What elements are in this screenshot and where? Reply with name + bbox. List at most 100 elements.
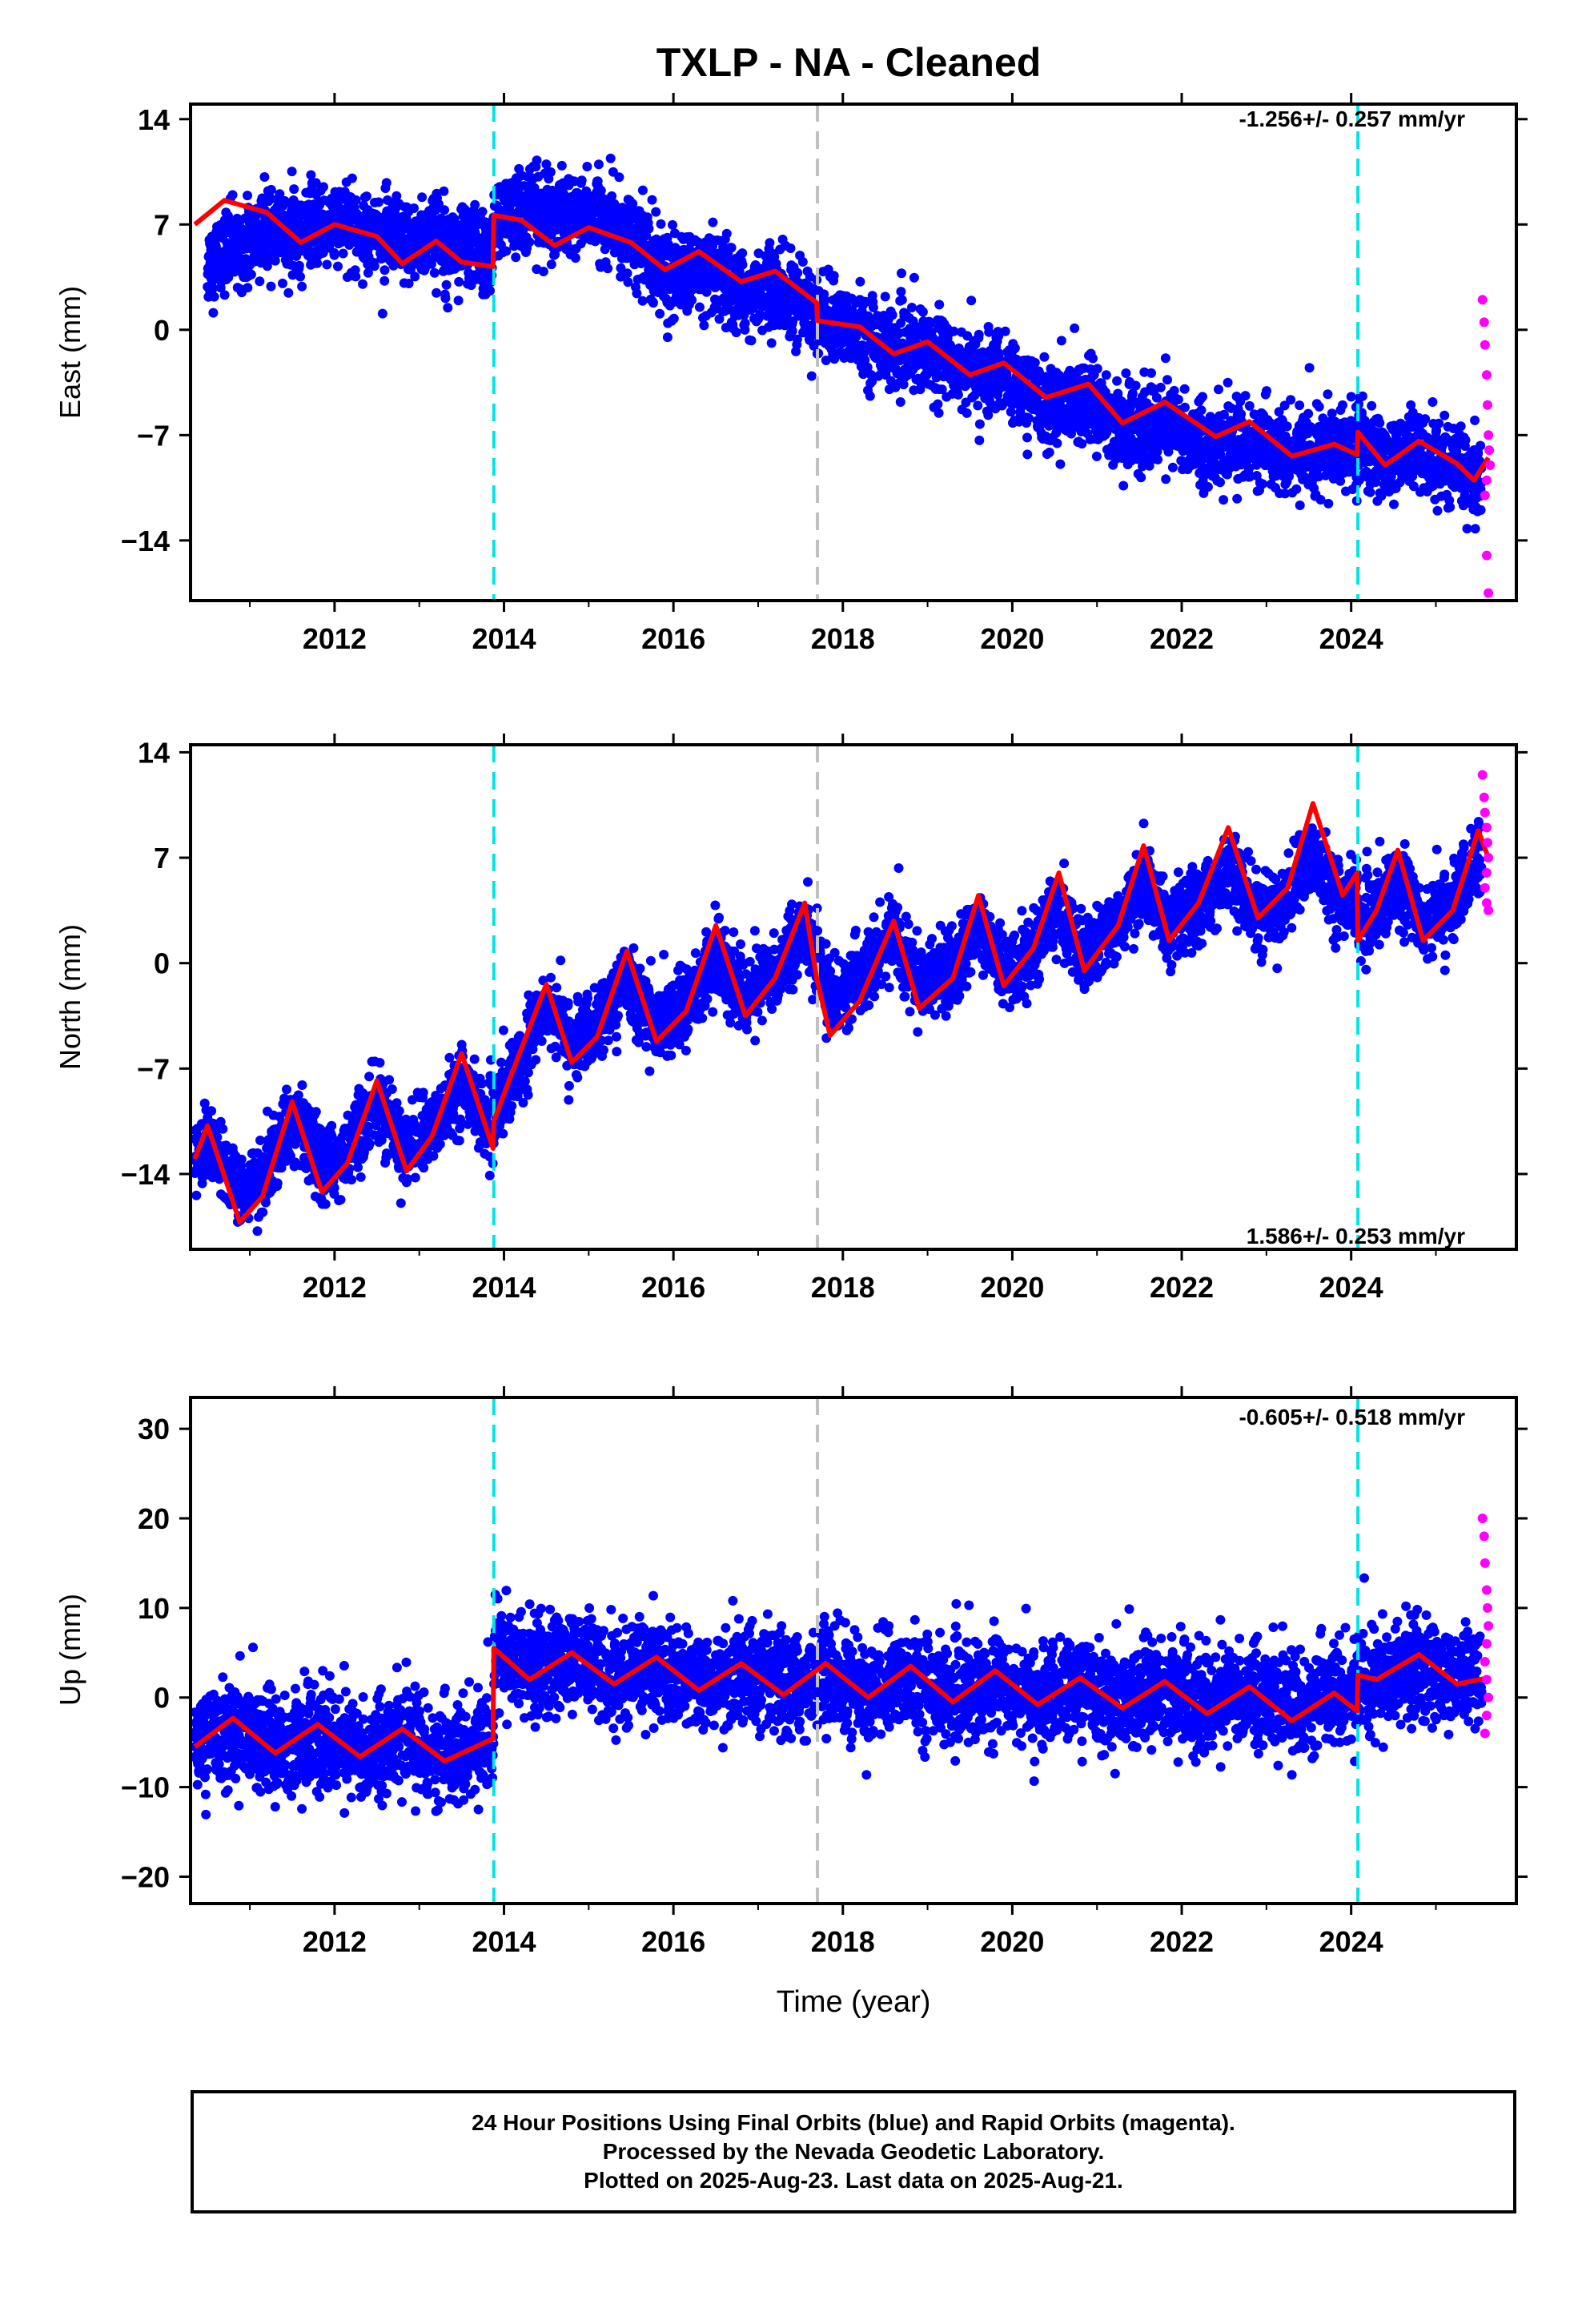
east-final-orbit-point [897, 295, 907, 305]
east-final-orbit-point [311, 178, 321, 188]
east-final-orbit-point [1173, 394, 1183, 404]
east-final-orbit-point [440, 293, 451, 304]
east-final-orbit-point [647, 195, 657, 205]
east-final-orbit-point [377, 308, 387, 319]
east-final-orbit-point [721, 228, 732, 239]
east-final-orbit-point [1365, 487, 1375, 497]
east-final-orbit-point [1152, 446, 1162, 456]
east-final-orbit-point [556, 160, 567, 171]
east-ylabel: East (mm) [54, 286, 86, 419]
east-final-orbit-point [669, 313, 679, 324]
east-rate-label: -1.256+/- 0.257 mm/yr [1239, 107, 1465, 131]
east-final-orbit-point [806, 371, 817, 381]
east-final-orbit-point [962, 408, 972, 418]
east-final-orbit-point [524, 237, 535, 247]
east-final-orbit-point [1375, 418, 1385, 428]
east-final-orbit-point [1112, 376, 1122, 386]
east-final-orbit-point [208, 308, 219, 318]
east-final-orbit-point [1052, 438, 1062, 448]
east-final-orbit-point [1291, 484, 1302, 494]
east-final-orbit-point [793, 267, 803, 278]
east-final-orbit-point [439, 186, 449, 196]
east-final-orbit-point [532, 155, 542, 166]
east-rapid-orbit-point [1480, 490, 1490, 501]
east-final-orbit-point [409, 203, 419, 213]
east-final-orbit-point [933, 399, 943, 409]
east-x-tick-label: 2014 [472, 622, 536, 655]
east-y-tick-label: 0 [154, 314, 170, 347]
east-final-orbit-point [934, 408, 944, 418]
east-final-orbit-point [622, 268, 632, 279]
east-final-orbit-point [417, 192, 428, 203]
east-y-tick-label: 7 [154, 208, 170, 241]
east-rapid-orbit-point [1482, 475, 1492, 485]
east-final-orbit-point [880, 292, 890, 302]
east-final-orbit-point [1284, 471, 1295, 481]
east-final-orbit-point [1470, 524, 1480, 534]
east-final-orbit-point [255, 276, 265, 287]
east-final-orbit-point [391, 191, 402, 201]
east-final-orbit-point [668, 219, 677, 230]
east-final-orbit-point [347, 173, 357, 183]
east-final-orbit-point [896, 287, 906, 297]
east-final-orbit-point [1044, 447, 1054, 457]
east-final-orbit-point [477, 207, 488, 217]
east-final-orbit-point [1146, 368, 1156, 378]
east-final-orbit-point [868, 303, 878, 312]
east-final-orbit-point [655, 308, 665, 319]
east-final-orbit-point [207, 283, 218, 294]
east-final-orbit-point [369, 261, 379, 271]
east-final-orbit-point [436, 213, 446, 223]
east-final-orbit-point [259, 172, 270, 182]
east-final-orbit-point [441, 279, 452, 290]
east-final-orbit-point [1303, 408, 1314, 419]
east-final-orbit-point [1024, 413, 1034, 424]
east-final-orbit-point [1092, 364, 1102, 374]
east-final-orbit-point [737, 248, 748, 259]
east-rapid-orbit-point [1480, 340, 1490, 350]
east-final-orbit-point [1196, 405, 1207, 416]
east-final-orbit-point [358, 279, 367, 289]
east-final-orbit-point [223, 211, 233, 221]
east-final-orbit-point [243, 191, 252, 201]
east-final-orbit-point [1236, 409, 1247, 420]
east-final-orbit-point [470, 199, 480, 210]
east-final-orbit-point [361, 191, 371, 202]
east-final-orbit-point [909, 272, 919, 283]
east-final-orbit-point [379, 265, 390, 275]
east-final-orbit-point [1167, 462, 1178, 472]
east-final-orbit-point [1244, 400, 1255, 411]
east-final-orbit-point [644, 223, 654, 234]
east-final-orbit-point [699, 320, 709, 331]
east-final-orbit-point [746, 336, 757, 346]
east-final-orbit-point [219, 290, 230, 300]
east-final-orbit-point [1162, 375, 1172, 385]
east-final-orbit-point [223, 272, 234, 283]
east-x-tick-label: 2018 [811, 622, 875, 655]
east-final-orbit-point [694, 302, 705, 312]
east-final-orbit-point [1262, 386, 1271, 396]
east-rapid-orbit-point [1484, 445, 1495, 456]
east-final-orbit-point [227, 190, 238, 200]
east-final-orbit-point [1070, 323, 1080, 333]
east-final-orbit-point [1055, 459, 1066, 469]
east-final-orbit-point [787, 326, 797, 336]
east-final-orbit-point [1214, 384, 1223, 395]
east-final-orbit-point [1091, 451, 1102, 461]
east-y-tick-label: −7 [137, 419, 170, 452]
east-final-orbit-point [440, 205, 449, 215]
east-final-orbit-point [289, 184, 299, 195]
east-final-orbit-point [1219, 495, 1229, 505]
east-final-orbit-point [363, 267, 373, 278]
east-final-orbit-point [266, 281, 276, 292]
east-final-orbit-point [295, 271, 305, 282]
east-final-orbit-point [974, 329, 984, 340]
east-final-orbit-point [865, 391, 875, 401]
east-final-orbit-point [379, 275, 390, 286]
east-final-orbit-point [855, 276, 865, 287]
north-final-orbit-point [207, 1106, 217, 1116]
east-rapid-orbit-point [1482, 370, 1492, 380]
east-rapid-orbit-point [1483, 400, 1492, 410]
